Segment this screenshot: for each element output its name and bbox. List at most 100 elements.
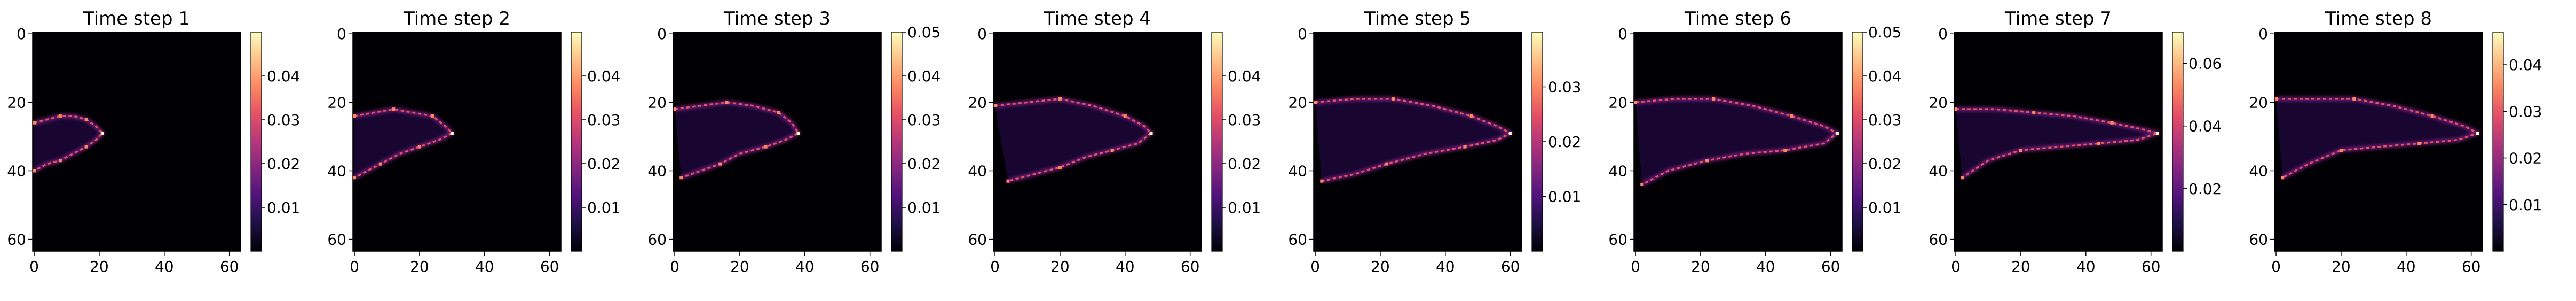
colorbar-tick-label: 0.03 — [587, 111, 620, 129]
y-tick-label: 20 — [1929, 94, 1948, 111]
y-tick-label: 20 — [647, 94, 667, 111]
panel-title: Time step 6 — [1684, 8, 1791, 29]
hot-pixel — [1705, 159, 1709, 163]
panel-8: Time step 80 20 40 6002040600.010.020.030.0… — [2249, 8, 2542, 275]
hot-pixel — [1783, 149, 1787, 152]
hot-pixel — [392, 107, 396, 111]
colorbar-tick-label: 0.05 — [1868, 24, 1901, 41]
x-tick-label: 20 — [90, 258, 109, 275]
colorbar-tick-label: 0.05 — [907, 24, 941, 41]
hot-pixel — [2352, 97, 2356, 101]
hot-pixel — [2417, 142, 2421, 145]
colorbar — [250, 32, 262, 252]
colorbar-tick-label: 0.02 — [2509, 150, 2542, 167]
axes-frame — [1633, 32, 1843, 252]
y-tick-label: 60 — [1608, 231, 1627, 249]
panel-title: Time step 1 — [83, 8, 190, 29]
y-tick-label: 40 — [1608, 162, 1627, 180]
panel-2: Time step 20 20 40 6002040600.010.020.030.0… — [327, 8, 620, 275]
hot-pixel — [1790, 114, 1793, 118]
hot-pixel — [1640, 183, 1644, 187]
x-tick-label: 60 — [2462, 258, 2481, 275]
axes-frame — [1954, 32, 2163, 252]
hot-pixel — [796, 131, 800, 135]
hot-pixel — [1149, 131, 1153, 135]
hot-pixel — [1712, 97, 1716, 101]
panel-4: Time step 40 20 40 6002040600.010.020.030.0… — [968, 8, 1261, 275]
y-tick-label: 0 — [2258, 25, 2268, 43]
axes-frame — [2274, 32, 2483, 252]
y-tick-label: 60 — [2249, 231, 2268, 249]
panel-6: Time step 60 20 40 6002040600.010.020.030.0… — [1608, 8, 1901, 275]
y-tick-label: 20 — [327, 94, 346, 111]
hot-pixel — [2281, 176, 2285, 180]
x-tick-label: 40 — [475, 258, 494, 275]
plume-region — [34, 116, 102, 171]
y-tick-label: 60 — [968, 231, 987, 249]
heatmap-data — [353, 106, 455, 180]
x-tick-label: 40 — [2397, 258, 2416, 275]
hot-pixel — [84, 145, 88, 149]
hot-pixel — [1508, 131, 1512, 135]
x-tick-label: 20 — [730, 258, 749, 275]
hot-pixel — [450, 131, 454, 135]
plume-region — [1635, 98, 1837, 185]
hot-pixel — [673, 107, 677, 111]
colorbar-tick-label: 0.03 — [267, 111, 300, 129]
colorbar — [2492, 32, 2504, 252]
hot-pixel — [2110, 121, 2114, 125]
y-tick-label: 60 — [7, 231, 26, 249]
hot-pixel — [2097, 142, 2101, 145]
hot-pixel — [1123, 114, 1127, 118]
hot-pixel — [777, 111, 781, 114]
x-tick-label: 20 — [1691, 258, 1710, 275]
colorbar-tick-label: 0.01 — [1868, 199, 1901, 217]
hot-pixel — [1634, 101, 1638, 104]
panel-title: Time step 7 — [2004, 8, 2112, 29]
hot-pixel — [1835, 131, 1839, 135]
hot-pixel — [33, 121, 36, 125]
x-tick-label: 0 — [990, 258, 1000, 275]
colorbar — [1531, 32, 1543, 252]
y-tick-label: 20 — [1288, 94, 1307, 111]
x-tick-label: 60 — [2142, 258, 2161, 275]
heatmap-data — [1634, 96, 1840, 187]
x-tick-label: 40 — [1756, 258, 1775, 275]
x-tick-label: 60 — [220, 258, 239, 275]
y-tick-label: 20 — [2249, 94, 2268, 111]
x-tick-label: 60 — [1181, 258, 1200, 275]
hot-pixel — [84, 118, 88, 121]
hot-pixel — [725, 101, 729, 104]
panel-1: Time step 10 20 40 6002040600.010.020.030.0… — [7, 8, 300, 275]
hot-pixel — [1006, 179, 1010, 183]
hot-pixel — [1954, 107, 1958, 111]
heatmap-data — [673, 99, 801, 180]
colorbar-tick-label: 0.03 — [907, 111, 941, 129]
plume-region — [2276, 98, 2478, 178]
hot-pixel — [33, 169, 36, 173]
x-tick-label: 0 — [1310, 258, 1320, 275]
y-tick-label: 20 — [7, 94, 26, 111]
colorbar — [2172, 32, 2184, 252]
hot-pixel — [58, 159, 62, 163]
hot-pixel — [378, 162, 382, 166]
axes-frame — [352, 32, 562, 252]
hot-pixel — [679, 176, 683, 180]
y-tick-label: 40 — [968, 162, 987, 180]
hot-pixel — [417, 145, 421, 149]
x-tick-label: 0 — [350, 258, 359, 275]
colorbar-tick-label: 0.03 — [2509, 103, 2542, 120]
plume-region — [995, 98, 1151, 181]
y-tick-label: 40 — [2249, 162, 2268, 180]
x-tick-label: 0 — [29, 258, 39, 275]
hot-pixel — [764, 145, 768, 149]
y-tick-label: 0 — [1938, 25, 1948, 43]
colorbar — [1211, 32, 1223, 252]
colorbar — [891, 32, 903, 252]
plume-region — [675, 102, 799, 178]
x-tick-label: 20 — [2011, 258, 2030, 275]
colorbar-tick-label: 0.01 — [587, 199, 620, 217]
